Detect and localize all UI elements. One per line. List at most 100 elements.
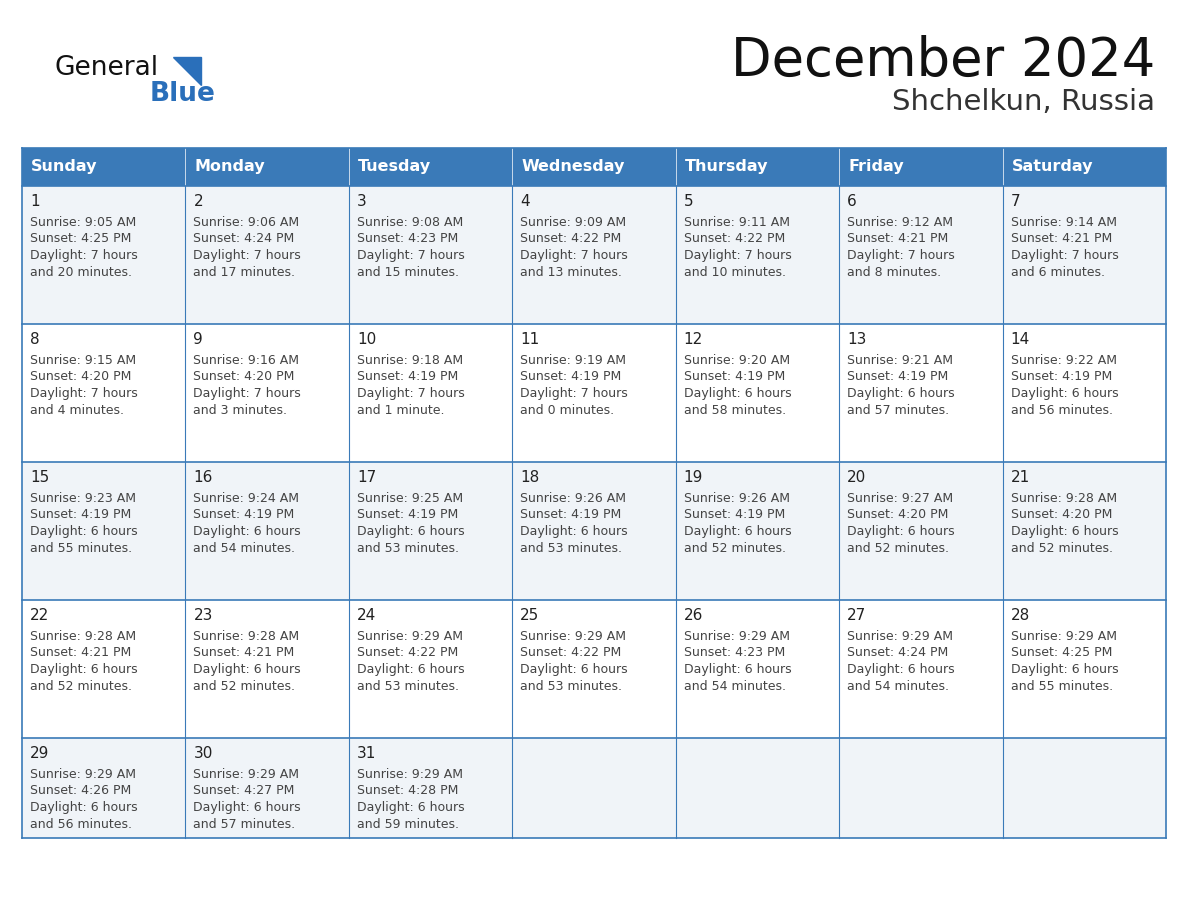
- Text: and 56 minutes.: and 56 minutes.: [1011, 404, 1113, 417]
- Text: 21: 21: [1011, 470, 1030, 485]
- Text: Sunrise: 9:05 AM: Sunrise: 9:05 AM: [30, 216, 137, 229]
- Text: and 17 minutes.: and 17 minutes.: [194, 265, 296, 278]
- Text: and 15 minutes.: and 15 minutes.: [356, 265, 459, 278]
- Bar: [839, 148, 1003, 186]
- Text: Sunset: 4:21 PM: Sunset: 4:21 PM: [1011, 232, 1112, 245]
- Text: Sunrise: 9:29 AM: Sunrise: 9:29 AM: [356, 768, 463, 781]
- Text: Sunset: 4:24 PM: Sunset: 4:24 PM: [847, 646, 948, 659]
- Bar: [512, 324, 676, 462]
- Text: Daylight: 6 hours: Daylight: 6 hours: [847, 525, 955, 538]
- Bar: [185, 462, 349, 600]
- Text: and 0 minutes.: and 0 minutes.: [520, 404, 614, 417]
- Text: 20: 20: [847, 470, 866, 485]
- Text: Daylight: 7 hours: Daylight: 7 hours: [520, 387, 628, 400]
- Text: and 6 minutes.: and 6 minutes.: [1011, 265, 1105, 278]
- Text: Daylight: 6 hours: Daylight: 6 hours: [847, 663, 955, 676]
- Bar: [1003, 462, 1165, 600]
- Text: Sunrise: 9:20 AM: Sunrise: 9:20 AM: [684, 354, 790, 367]
- Text: Daylight: 7 hours: Daylight: 7 hours: [30, 249, 138, 262]
- Text: 31: 31: [356, 746, 377, 761]
- Text: Sunrise: 9:28 AM: Sunrise: 9:28 AM: [194, 630, 299, 643]
- Text: and 54 minutes.: and 54 minutes.: [684, 679, 785, 692]
- Text: 8: 8: [30, 332, 39, 347]
- Text: Sunrise: 9:29 AM: Sunrise: 9:29 AM: [847, 630, 953, 643]
- Text: 28: 28: [1011, 608, 1030, 623]
- Text: Sunset: 4:22 PM: Sunset: 4:22 PM: [520, 646, 621, 659]
- Text: 15: 15: [30, 470, 49, 485]
- Text: Tuesday: Tuesday: [358, 160, 431, 174]
- Text: Sunset: 4:19 PM: Sunset: 4:19 PM: [520, 509, 621, 521]
- Text: Sunrise: 9:21 AM: Sunrise: 9:21 AM: [847, 354, 953, 367]
- Text: Sunrise: 9:19 AM: Sunrise: 9:19 AM: [520, 354, 626, 367]
- Text: Friday: Friday: [848, 160, 904, 174]
- Text: Daylight: 7 hours: Daylight: 7 hours: [356, 387, 465, 400]
- Text: Daylight: 6 hours: Daylight: 6 hours: [30, 525, 138, 538]
- Text: 13: 13: [847, 332, 866, 347]
- Bar: [676, 186, 839, 324]
- Text: Sunset: 4:19 PM: Sunset: 4:19 PM: [684, 509, 785, 521]
- Text: Sunset: 4:24 PM: Sunset: 4:24 PM: [194, 232, 295, 245]
- Text: Sunrise: 9:18 AM: Sunrise: 9:18 AM: [356, 354, 463, 367]
- Text: Daylight: 7 hours: Daylight: 7 hours: [194, 387, 302, 400]
- Text: 24: 24: [356, 608, 377, 623]
- Text: and 53 minutes.: and 53 minutes.: [520, 679, 623, 692]
- Bar: [512, 148, 676, 186]
- Bar: [839, 324, 1003, 462]
- Text: December 2024: December 2024: [731, 35, 1155, 87]
- Bar: [512, 186, 676, 324]
- Text: 5: 5: [684, 194, 694, 209]
- Text: Sunrise: 9:29 AM: Sunrise: 9:29 AM: [356, 630, 463, 643]
- Text: Sunset: 4:25 PM: Sunset: 4:25 PM: [30, 232, 132, 245]
- Text: Daylight: 6 hours: Daylight: 6 hours: [194, 801, 301, 814]
- Bar: [512, 462, 676, 600]
- Text: 12: 12: [684, 332, 703, 347]
- Bar: [839, 738, 1003, 838]
- Text: Sunset: 4:27 PM: Sunset: 4:27 PM: [194, 785, 295, 798]
- Text: Daylight: 6 hours: Daylight: 6 hours: [356, 663, 465, 676]
- Bar: [676, 462, 839, 600]
- Text: 2: 2: [194, 194, 203, 209]
- Text: Daylight: 6 hours: Daylight: 6 hours: [520, 525, 628, 538]
- Text: Sunset: 4:20 PM: Sunset: 4:20 PM: [30, 371, 132, 384]
- Text: Sunrise: 9:16 AM: Sunrise: 9:16 AM: [194, 354, 299, 367]
- Text: and 53 minutes.: and 53 minutes.: [520, 542, 623, 554]
- Text: and 55 minutes.: and 55 minutes.: [1011, 679, 1113, 692]
- Bar: [349, 462, 512, 600]
- Text: Daylight: 7 hours: Daylight: 7 hours: [847, 249, 955, 262]
- Text: 27: 27: [847, 608, 866, 623]
- Text: Daylight: 6 hours: Daylight: 6 hours: [356, 801, 465, 814]
- Text: Sunset: 4:25 PM: Sunset: 4:25 PM: [1011, 646, 1112, 659]
- Text: Daylight: 6 hours: Daylight: 6 hours: [30, 663, 138, 676]
- Text: 30: 30: [194, 746, 213, 761]
- Text: Sunset: 4:21 PM: Sunset: 4:21 PM: [847, 232, 948, 245]
- Text: Daylight: 6 hours: Daylight: 6 hours: [847, 387, 955, 400]
- Text: Daylight: 6 hours: Daylight: 6 hours: [684, 525, 791, 538]
- Text: Sunset: 4:21 PM: Sunset: 4:21 PM: [194, 646, 295, 659]
- Bar: [23, 324, 185, 462]
- Text: Wednesday: Wednesday: [522, 160, 625, 174]
- Text: and 54 minutes.: and 54 minutes.: [847, 679, 949, 692]
- Text: Sunset: 4:19 PM: Sunset: 4:19 PM: [684, 371, 785, 384]
- Bar: [349, 324, 512, 462]
- Text: 19: 19: [684, 470, 703, 485]
- Text: 25: 25: [520, 608, 539, 623]
- Text: Sunrise: 9:09 AM: Sunrise: 9:09 AM: [520, 216, 626, 229]
- Text: Daylight: 7 hours: Daylight: 7 hours: [520, 249, 628, 262]
- Text: Daylight: 6 hours: Daylight: 6 hours: [1011, 525, 1118, 538]
- Text: Sunset: 4:19 PM: Sunset: 4:19 PM: [194, 509, 295, 521]
- Text: and 13 minutes.: and 13 minutes.: [520, 265, 623, 278]
- Text: and 52 minutes.: and 52 minutes.: [194, 679, 296, 692]
- Text: Sunrise: 9:06 AM: Sunrise: 9:06 AM: [194, 216, 299, 229]
- Text: and 53 minutes.: and 53 minutes.: [356, 542, 459, 554]
- Text: 4: 4: [520, 194, 530, 209]
- Text: and 58 minutes.: and 58 minutes.: [684, 404, 785, 417]
- Text: Sunrise: 9:29 AM: Sunrise: 9:29 AM: [194, 768, 299, 781]
- Text: 3: 3: [356, 194, 367, 209]
- Text: Daylight: 7 hours: Daylight: 7 hours: [356, 249, 465, 262]
- Text: 9: 9: [194, 332, 203, 347]
- Text: Sunrise: 9:15 AM: Sunrise: 9:15 AM: [30, 354, 137, 367]
- Text: Sunset: 4:19 PM: Sunset: 4:19 PM: [356, 371, 459, 384]
- Text: and 10 minutes.: and 10 minutes.: [684, 265, 785, 278]
- Bar: [839, 186, 1003, 324]
- Bar: [839, 600, 1003, 738]
